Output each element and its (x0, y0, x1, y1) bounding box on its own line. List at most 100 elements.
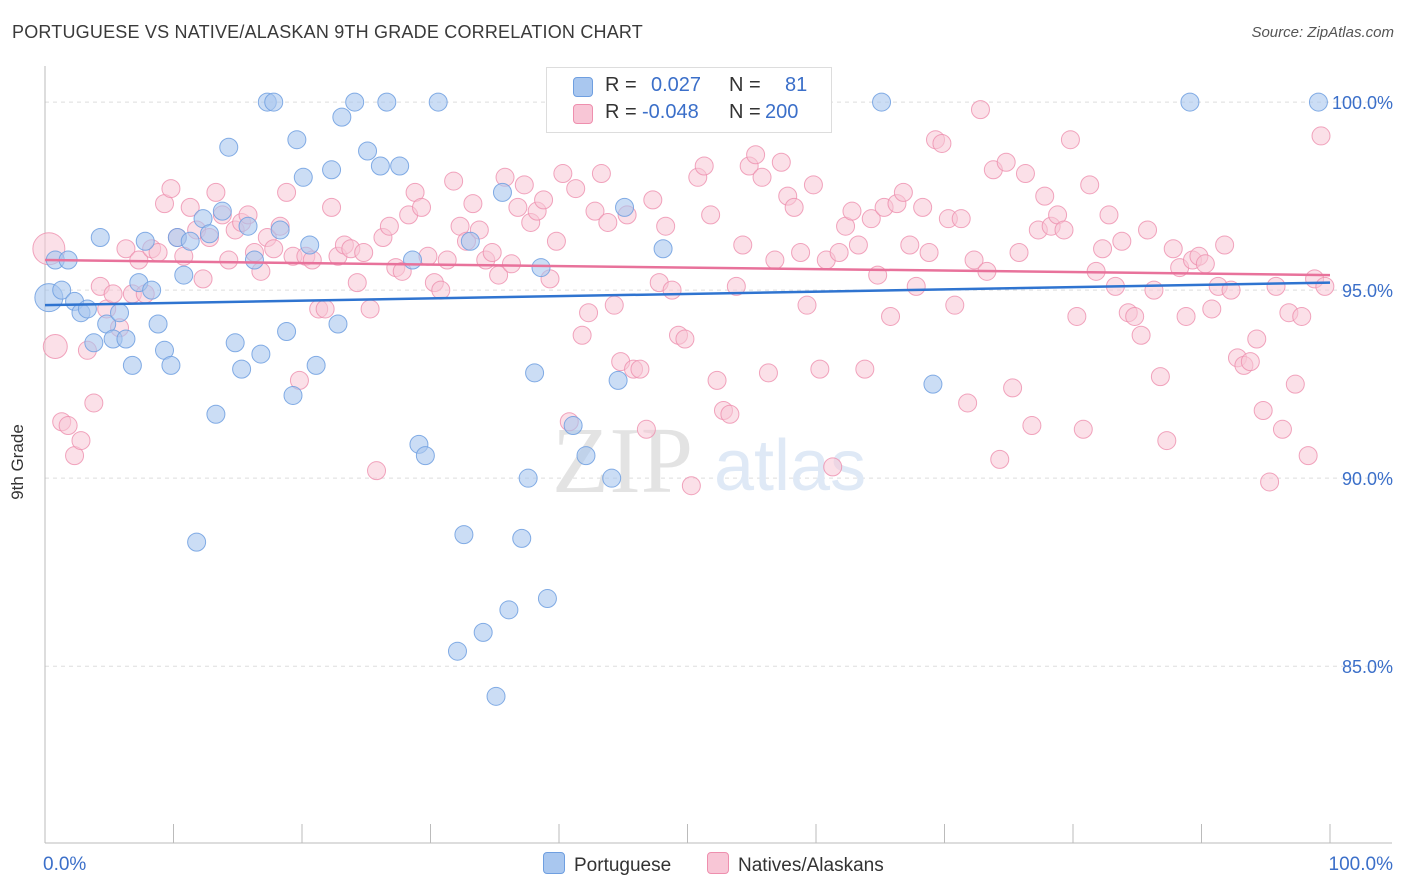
legend-item-natives: Natives/Alaskans (707, 852, 884, 877)
data-point-natives (1247, 329, 1267, 349)
data-point-portuguese (328, 314, 348, 334)
data-point-natives (566, 179, 586, 199)
data-point-portuguese (525, 363, 545, 383)
series-natives-alaskans (32, 100, 1335, 496)
data-point-portuguese (180, 231, 200, 251)
data-point-natives (636, 419, 656, 439)
data-point-natives (906, 276, 926, 296)
data-point-natives (829, 243, 849, 263)
data-point-portuguese (518, 468, 538, 488)
data-point-natives (752, 167, 772, 187)
data-point-portuguese (1180, 92, 1200, 112)
trend-line-natives (44, 258, 1331, 277)
legend-item-portuguese: Portuguese (543, 852, 671, 877)
data-point-natives (1195, 254, 1215, 274)
data-point-portuguese (206, 404, 226, 424)
data-point-natives (219, 250, 239, 270)
data-point-natives (1003, 378, 1023, 398)
data-point-natives (1266, 276, 1286, 296)
data-point-natives (970, 100, 990, 120)
data-point-natives (675, 329, 695, 349)
data-point-portuguese (238, 216, 258, 236)
data-point-portuguese (415, 446, 435, 466)
data-point-natives (1138, 220, 1158, 240)
data-point-natives (161, 179, 181, 199)
data-point-natives (855, 359, 875, 379)
data-point-natives (1125, 306, 1145, 326)
data-point-natives (701, 205, 721, 225)
legend-swatch-blue (573, 77, 593, 97)
data-point-natives (861, 209, 881, 229)
data-point-portuguese (473, 622, 493, 642)
data-point-portuguese (486, 686, 506, 706)
data-point-natives (810, 359, 830, 379)
data-point-natives (1253, 400, 1273, 420)
data-point-natives (277, 182, 297, 202)
data-point-natives (553, 164, 573, 184)
data-point-portuguese (390, 156, 410, 176)
data-point-portuguese (492, 182, 512, 202)
data-point-natives (1150, 367, 1170, 387)
data-point-natives (913, 197, 933, 217)
data-point-portuguese (232, 359, 252, 379)
data-point-natives (180, 197, 200, 217)
data-point-natives (1035, 186, 1055, 206)
data-point-natives (842, 201, 862, 221)
data-point-portuguese (174, 265, 194, 285)
data-point-portuguese (293, 167, 313, 187)
data-point-portuguese (403, 250, 423, 270)
data-point-portuguese (300, 235, 320, 255)
data-point-natives (1073, 419, 1093, 439)
data-point-natives (598, 212, 618, 232)
data-point-portuguese (531, 258, 551, 278)
data-point-natives (1080, 175, 1100, 195)
data-point-natives (958, 393, 978, 413)
legend-r-label: R = (605, 74, 637, 96)
chart-title: PORTUGUESE VS NATIVE/ALASKAN 9TH GRADE C… (12, 22, 643, 42)
data-point-natives (803, 175, 823, 195)
data-point-natives (71, 431, 91, 451)
data-point-natives (964, 250, 984, 270)
data-point-natives (501, 254, 521, 274)
data-point-portuguese (161, 355, 181, 375)
watermark: ZIP atlas (552, 409, 866, 513)
data-point-portuguese (212, 201, 232, 221)
data-point-natives (1315, 276, 1335, 296)
data-point-natives (1260, 472, 1280, 492)
data-point-natives (707, 370, 727, 390)
data-point-natives (1163, 239, 1183, 259)
data-point-natives (771, 152, 791, 172)
data-point-natives (1131, 325, 1151, 345)
data-point-natives (1202, 299, 1222, 319)
data-point-portuguese (602, 468, 622, 488)
data-point-natives (546, 231, 566, 251)
data-point-portuguese (110, 303, 130, 323)
data-point-natives (643, 190, 663, 210)
data-point-natives (996, 152, 1016, 172)
data-point-natives (823, 457, 843, 477)
data-point-natives (315, 299, 335, 319)
data-point-natives (726, 276, 746, 296)
y-tick-label: 90.0% (1342, 469, 1393, 489)
data-point-portuguese (370, 156, 390, 176)
data-point-natives (893, 182, 913, 202)
data-point-natives (431, 280, 451, 300)
data-point-natives (758, 363, 778, 383)
data-point-natives (656, 216, 676, 236)
axes (44, 66, 1392, 844)
data-point-portuguese (264, 92, 284, 112)
data-point-portuguese (77, 299, 97, 319)
data-point-portuguese (447, 641, 467, 661)
data-point-natives (900, 235, 920, 255)
data-point-natives (322, 197, 342, 217)
data-point-portuguese (84, 333, 104, 353)
data-point-natives (514, 175, 534, 195)
data-point-natives (784, 197, 804, 217)
data-point-natives (990, 449, 1010, 469)
data-point-natives (360, 299, 380, 319)
data-point-natives (193, 269, 213, 289)
data-point-portuguese (460, 231, 480, 251)
data-point-portuguese (428, 92, 448, 112)
data-point-natives (264, 239, 284, 259)
data-point-natives (951, 209, 971, 229)
